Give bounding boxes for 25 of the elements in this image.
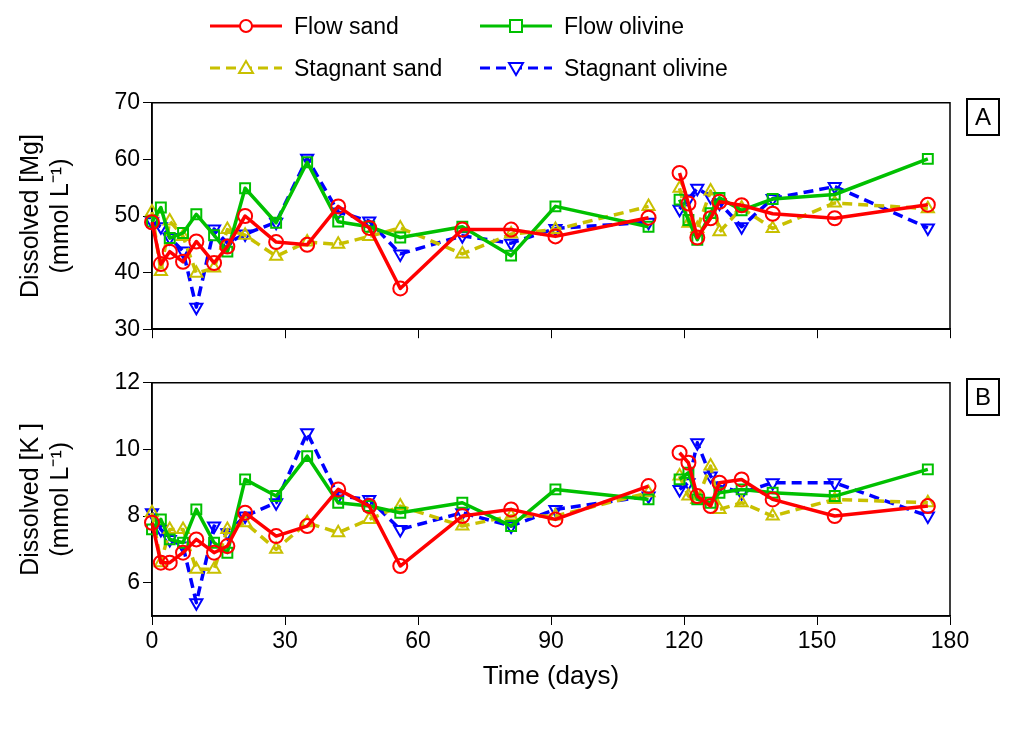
y-tick-label: 12: [114, 368, 140, 395]
legend-label: Stagnant sand: [294, 54, 443, 82]
x-tick-label: 120: [664, 627, 704, 654]
y-tick-label: 6: [127, 568, 140, 595]
y-tick-label: 50: [114, 201, 140, 228]
x-tick-label: 180: [930, 627, 970, 654]
legend-label: Flow olivine: [564, 12, 685, 40]
y-tick-label: 40: [114, 257, 140, 284]
y-tick-label: 30: [114, 314, 140, 341]
y-tick-label: 60: [114, 144, 140, 171]
y-tick-label: 8: [127, 501, 140, 528]
x-tick-label: 60: [405, 627, 431, 654]
text: A: [966, 98, 1001, 136]
text: B: [966, 378, 1001, 416]
x-axis-title: Time (days): [482, 659, 620, 690]
y-tick-label: 10: [114, 434, 140, 461]
x-tick-label: 90: [538, 627, 564, 654]
y-axis-title: Dissolved [Mg] (mmol L⁻¹): [14, 134, 73, 298]
x-tick-label: 0: [145, 627, 159, 654]
legend-label: Stagnant olivine: [564, 54, 728, 82]
legend-label: Flow sand: [294, 12, 399, 40]
y-tick-label: 70: [114, 88, 140, 115]
x-tick-label: 150: [797, 627, 837, 654]
x-tick-label: 30: [272, 627, 298, 654]
y-axis-title: Dissolved [K ] (mmol L⁻¹): [14, 422, 73, 576]
